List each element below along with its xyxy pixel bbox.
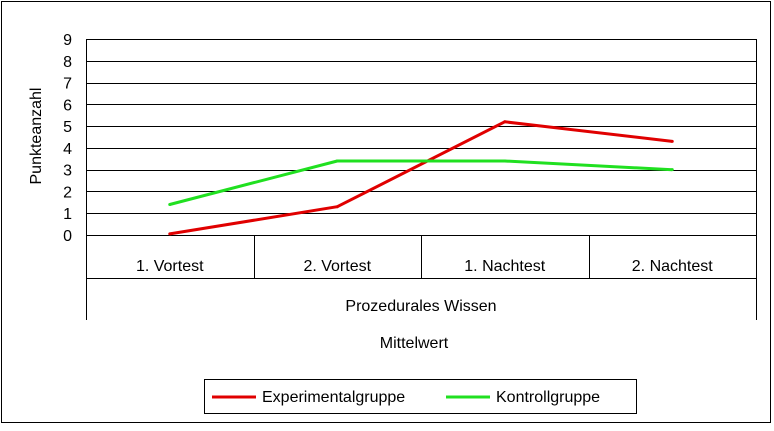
- x-tick-label: 2. Nachtest: [632, 258, 713, 275]
- data-point: [503, 159, 507, 163]
- data-point: [335, 205, 339, 209]
- y-tick-label: 6: [63, 97, 72, 114]
- data-point: [335, 159, 339, 163]
- x-group-label: Prozedurales Wissen: [345, 298, 496, 315]
- y-tick-label: 4: [63, 141, 72, 158]
- y-axis-label: Punkteanzahl: [28, 88, 45, 185]
- data-point: [670, 139, 674, 143]
- data-point: [670, 168, 674, 172]
- gridlines: [86, 39, 757, 236]
- x-tick-label: 1. Nachtest: [464, 258, 545, 275]
- y-tick-label: 8: [63, 54, 72, 71]
- series-line-experimentalgruppe: [169, 120, 673, 236]
- y-tick-label: 0: [63, 228, 72, 245]
- y-tick-label: 9: [63, 32, 72, 49]
- legend-label: Experimentalgruppe: [262, 389, 405, 406]
- legend-box: [204, 379, 637, 414]
- category-axis-table: 1. Vortest 2. Vortest 1. Nachtest 2. Nac…: [86, 235, 757, 352]
- y-tick-label: 7: [63, 76, 72, 93]
- y-tick-label: 5: [63, 119, 72, 136]
- y-tick-label: 2: [63, 184, 72, 201]
- y-tick-label: 1: [63, 206, 72, 223]
- series-lines: [168, 120, 674, 236]
- chart-frame: [1, 1, 771, 423]
- y-tick-label: 3: [63, 163, 72, 180]
- x-tick-label: 1. Vortest: [136, 258, 204, 275]
- legend-label: Kontrollgruppe: [496, 389, 600, 406]
- data-point: [168, 232, 172, 236]
- series-line-kontrollgruppe: [169, 159, 673, 206]
- x-tick-label: 2. Vortest: [303, 258, 371, 275]
- y-tick-labels: 0 1 2 3 4 5 6 7 8 9: [63, 32, 72, 245]
- data-point: [503, 120, 507, 124]
- x-group-label: Mittelwert: [380, 335, 449, 352]
- legend: Experimentalgruppe Kontrollgruppe: [204, 379, 637, 414]
- data-point: [168, 203, 172, 207]
